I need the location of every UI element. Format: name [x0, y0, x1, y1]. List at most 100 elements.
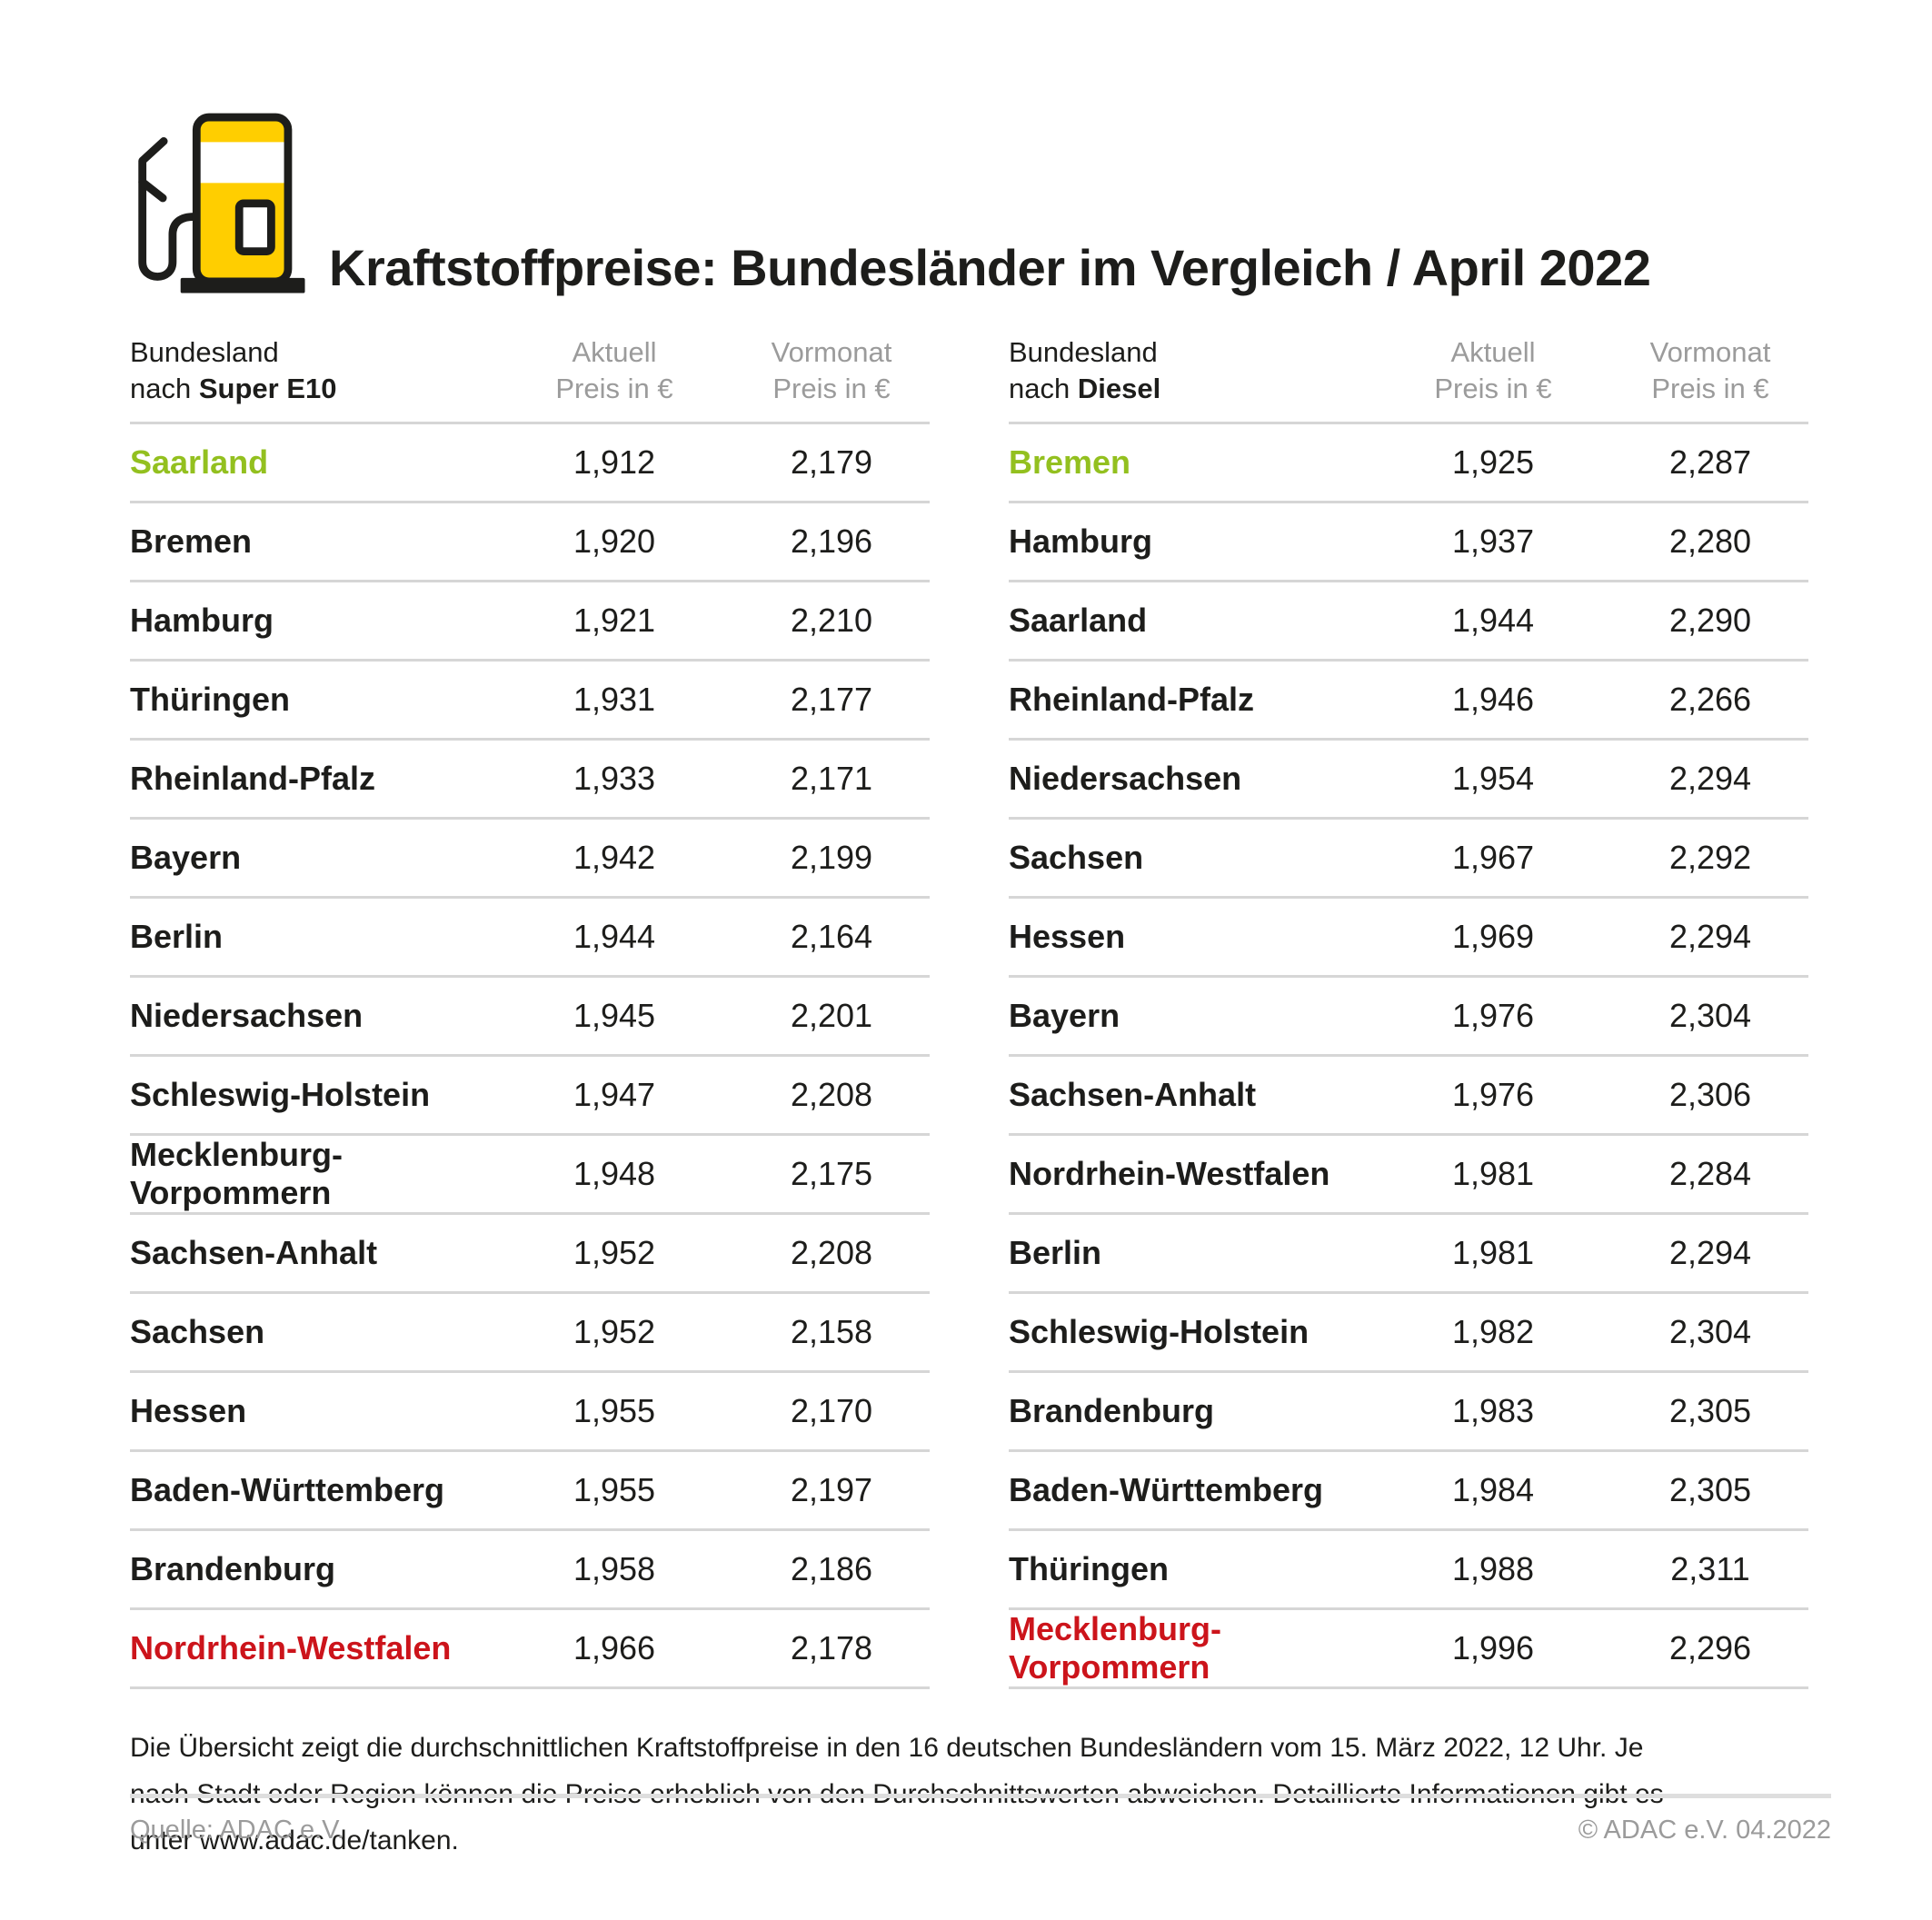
- price-aktuell: 1,946: [1451, 681, 1535, 718]
- price-vormonat: 2,294: [1668, 918, 1752, 955]
- price-aktuell: 1,944: [1451, 602, 1535, 639]
- price-vormonat: 2,304: [1668, 1313, 1752, 1350]
- state-name: Brandenburg: [130, 1550, 336, 1587]
- table-row: Brandenburg 1,958 2,186: [130, 1531, 930, 1610]
- state-name: Nordrhein-Westfalen: [1009, 1155, 1330, 1192]
- state-name: Niedersachsen: [1009, 760, 1242, 797]
- table-row: Berlin 1,981 2,294: [1009, 1215, 1808, 1294]
- price-vormonat: 2,305: [1668, 1392, 1752, 1429]
- table-body: Bremen 1,925 2,287 Hamburg 1,937 2,280 Saarlan…: [1009, 424, 1808, 1689]
- state-name: Saarland: [1009, 602, 1148, 639]
- table-row: Schleswig-Holstein 1,947 2,208: [130, 1057, 930, 1136]
- price-vormonat: 2,208: [790, 1234, 873, 1271]
- table-row: Sachsen-Anhalt 1,976 2,306: [1009, 1057, 1808, 1136]
- price-vormonat: 2,284: [1668, 1155, 1752, 1192]
- table-row: Nordrhein-Westfalen 1,981 2,284: [1009, 1136, 1808, 1215]
- table-row: Bayern 1,976 2,304: [1009, 978, 1808, 1057]
- price-vormonat: 2,305: [1668, 1471, 1752, 1508]
- price-aktuell: 1,921: [573, 602, 656, 639]
- fuel-type-label: Diesel: [1077, 373, 1161, 404]
- table-row: Mecklenburg-Vorpommern 1,948 2,175: [130, 1136, 930, 1215]
- price-aktuell: 1,933: [573, 760, 656, 797]
- price-vormonat: 2,178: [790, 1629, 873, 1666]
- table-row: Saarland 1,912 2,179: [130, 424, 930, 503]
- price-vormonat: 2,170: [790, 1392, 873, 1429]
- table-row: Mecklenburg-Vorpommern 1,996 2,296: [1009, 1610, 1808, 1689]
- table-row: Thüringen 1,931 2,177: [130, 662, 930, 741]
- state-name: Schleswig-Holstein: [1009, 1313, 1310, 1350]
- fuel-type-label: Super E10: [198, 373, 337, 404]
- price-aktuell: 1,976: [1451, 1076, 1535, 1113]
- price-aktuell: 1,952: [573, 1234, 656, 1271]
- state-name: Brandenburg: [1009, 1392, 1215, 1429]
- price-vormonat: 2,306: [1668, 1076, 1752, 1113]
- table-body: Saarland 1,912 2,179 Bremen 1,920 2,196 Hambur…: [130, 424, 930, 1689]
- table-row: Baden-Württemberg 1,955 2,197: [130, 1452, 930, 1531]
- price-aktuell: 1,948: [573, 1155, 656, 1192]
- price-aktuell: 1,920: [573, 522, 656, 560]
- price-vormonat: 2,171: [790, 760, 873, 797]
- state-name: Hessen: [1009, 918, 1126, 955]
- price-aktuell: 1,954: [1451, 760, 1535, 797]
- state-name: Berlin: [1009, 1234, 1102, 1271]
- price-aktuell: 1,966: [573, 1629, 656, 1666]
- table-row: Baden-Württemberg 1,984 2,305: [1009, 1452, 1808, 1531]
- table-row: Niedersachsen 1,954 2,294: [1009, 741, 1808, 820]
- copyright-label: © ADAC e.V. 04.2022: [1578, 1816, 1831, 1845]
- state-name: Mecklenburg-Vorpommern: [1009, 1610, 1222, 1686]
- table-row: Hessen 1,955 2,170: [130, 1373, 930, 1452]
- state-name: Berlin: [130, 918, 224, 955]
- price-aktuell: 1,969: [1451, 918, 1535, 955]
- price-vormonat: 2,210: [790, 602, 873, 639]
- table-row: Sachsen-Anhalt 1,952 2,208: [130, 1215, 930, 1294]
- price-aktuell: 1,983: [1451, 1392, 1535, 1429]
- state-name: Thüringen: [130, 681, 290, 718]
- state-name: Hessen: [130, 1392, 247, 1429]
- price-vormonat: 2,304: [1668, 997, 1752, 1034]
- column-header-aktuell: Aktuell Preis in €: [555, 336, 673, 404]
- price-aktuell: 1,996: [1451, 1629, 1535, 1666]
- table-row: Saarland 1,944 2,290: [1009, 582, 1808, 662]
- column-header-vormonat: Vormonat Preis in €: [1649, 336, 1771, 404]
- state-name: Sachsen-Anhalt: [1009, 1076, 1257, 1113]
- table-row: Sachsen 1,967 2,292: [1009, 820, 1808, 899]
- state-name: Rheinland-Pfalz: [130, 760, 376, 797]
- price-aktuell: 1,976: [1451, 997, 1535, 1034]
- state-name: Baden-Württemberg: [1009, 1471, 1324, 1508]
- table-row: Rheinland-Pfalz 1,933 2,171: [130, 741, 930, 820]
- table-row: Bremen 1,920 2,196: [130, 503, 930, 582]
- table-row: Rheinland-Pfalz 1,946 2,266: [1009, 662, 1808, 741]
- fuel-pump-icon: [130, 89, 325, 305]
- price-vormonat: 2,199: [790, 839, 873, 876]
- price-aktuell: 1,955: [573, 1392, 656, 1429]
- column-header-bundesland: Bundesland nach Diesel: [1009, 336, 1161, 404]
- state-name: Bremen: [1009, 443, 1131, 481]
- state-name: Hamburg: [130, 602, 274, 639]
- price-aktuell: 1,944: [573, 918, 656, 955]
- state-name: Bayern: [130, 839, 242, 876]
- price-vormonat: 2,294: [1668, 1234, 1752, 1271]
- price-vormonat: 2,311: [1670, 1550, 1750, 1587]
- price-aktuell: 1,967: [1451, 839, 1535, 876]
- table-row: Bremen 1,925 2,287: [1009, 424, 1808, 503]
- price-aktuell: 1,981: [1451, 1155, 1535, 1192]
- price-aktuell: 1,931: [573, 681, 656, 718]
- state-name: Bayern: [1009, 997, 1120, 1034]
- table-super-e10: Bundesland nach Super E10 Aktuell Preis i…: [130, 334, 930, 1689]
- table-row: Brandenburg 1,983 2,305: [1009, 1373, 1808, 1452]
- page-footer: Quelle: ADAC e.V. © ADAC e.V. 04.2022: [130, 1816, 1831, 1845]
- state-name: Bremen: [130, 522, 253, 560]
- state-name: Schleswig-Holstein: [130, 1076, 431, 1113]
- table-row: Bayern 1,942 2,199: [130, 820, 930, 899]
- state-name: Saarland: [130, 443, 269, 481]
- state-name: Niedersachsen: [130, 997, 363, 1034]
- column-header-aktuell: Aktuell Preis in €: [1434, 336, 1552, 404]
- state-name: Sachsen: [130, 1313, 265, 1350]
- state-name: Mecklenburg-Vorpommern: [130, 1136, 344, 1211]
- price-aktuell: 1,912: [573, 443, 656, 481]
- price-aktuell: 1,958: [573, 1550, 656, 1587]
- state-name: Baden-Württemberg: [130, 1471, 445, 1508]
- table-header: Bundesland nach Diesel Aktuell Preis in €…: [1009, 334, 1808, 424]
- table-row: Hamburg 1,921 2,210: [130, 582, 930, 662]
- table-row: Hessen 1,969 2,294: [1009, 899, 1808, 978]
